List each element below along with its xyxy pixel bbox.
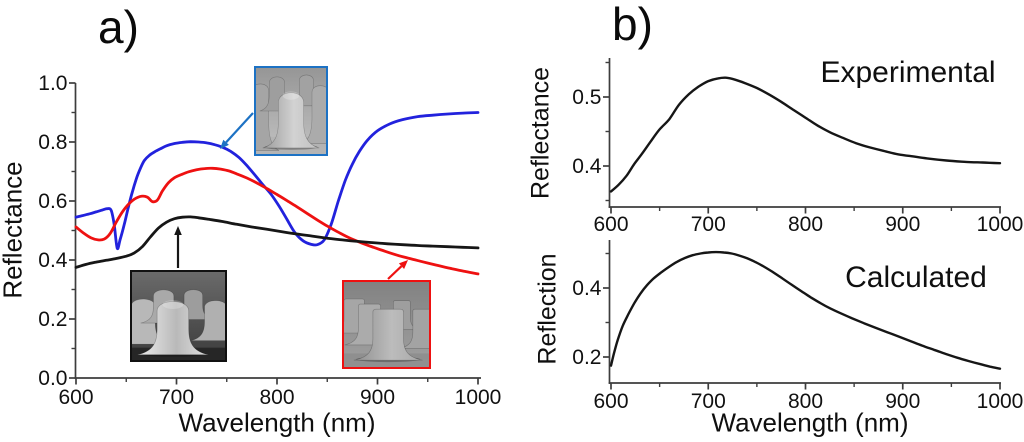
series-black-sample-rough-pillars — [74, 215, 480, 269]
series-blue-sample-dome-pillars — [74, 111, 480, 251]
tick-label: 700 — [691, 390, 726, 413]
sem-pillar — [190, 300, 225, 341]
series-experimental-reflectance — [609, 76, 1002, 193]
arrow-to-red-curve — [387, 260, 408, 280]
tick-label: 700 — [159, 386, 194, 409]
sem-inset-red-sample — [342, 280, 431, 369]
tick-label: 600 — [593, 390, 628, 413]
arrow-to-blue-curve — [220, 112, 254, 149]
panel-a-x-axis-title: Wavelength (nm) — [178, 407, 376, 438]
tick-label: 800 — [259, 386, 294, 409]
sem-pillar — [262, 92, 320, 149]
tick-label: 1000 — [977, 390, 1024, 413]
tick-label: 1000 — [977, 213, 1024, 236]
tick-label: 800 — [788, 390, 823, 413]
tick-label: 0.4 — [572, 277, 602, 300]
tick-label: 900 — [885, 213, 920, 236]
experimental-annotation: Experimental — [820, 56, 996, 89]
panel-b-bottom-axes: 600 700 800 900 1000 0.2 0.4 — [572, 240, 1023, 413]
series-calculated-reflection — [609, 250, 1002, 370]
tick-label: 900 — [885, 390, 920, 413]
panel-b-bottom-y-axis-title: Reflection — [533, 253, 562, 365]
sem-pillar — [256, 83, 280, 151]
tick-label: 0.4 — [38, 249, 68, 272]
tick-label: 0.8 — [38, 131, 67, 154]
panel-a-y-axis-title: Reflectance — [0, 161, 28, 299]
panel-a-label: a) — [98, 1, 139, 53]
sem-pillar — [137, 301, 209, 356]
tick-label: 0.4 — [572, 155, 602, 178]
series-red-sample-flat-pillars — [74, 166, 480, 276]
tick-label: 0.2 — [572, 346, 601, 369]
tick-label: 600 — [593, 213, 628, 236]
arrow-to-black-curve — [174, 226, 182, 268]
panel-b-label: b) — [612, 0, 653, 50]
tick-label: 600 — [58, 386, 93, 409]
sem-inset-blue-sample — [254, 66, 328, 156]
tick-label: 0.0 — [38, 367, 67, 390]
calculated-annotation: Calculated — [845, 261, 987, 294]
sem-pillar — [301, 85, 326, 144]
panel-b-top-axes: 600 700 800 900 1000 0.4 0.5 — [572, 58, 1023, 236]
panel-b-x-axis-title: Wavelength (nm) — [711, 407, 909, 438]
sem-pillar — [353, 308, 423, 361]
tick-label: 0.5 — [572, 86, 601, 109]
tick-label: 0.2 — [38, 308, 67, 331]
tick-label: 1.0 — [38, 72, 67, 95]
tick-label: 800 — [788, 213, 823, 236]
panel-a-axes: 600 700 800 900 1000 0.0 0.2 0.4 0.6 0.8 1.0 — [38, 72, 501, 409]
tick-label: 0.6 — [38, 190, 67, 213]
panel-b-top-y-axis-title: Reflectance — [526, 66, 555, 200]
tick-label: 700 — [691, 213, 726, 236]
sem-inset-black-sample — [130, 270, 227, 362]
tick-label: 900 — [360, 386, 395, 409]
tick-label: 1000 — [455, 386, 502, 409]
sem-pillar — [400, 308, 429, 349]
